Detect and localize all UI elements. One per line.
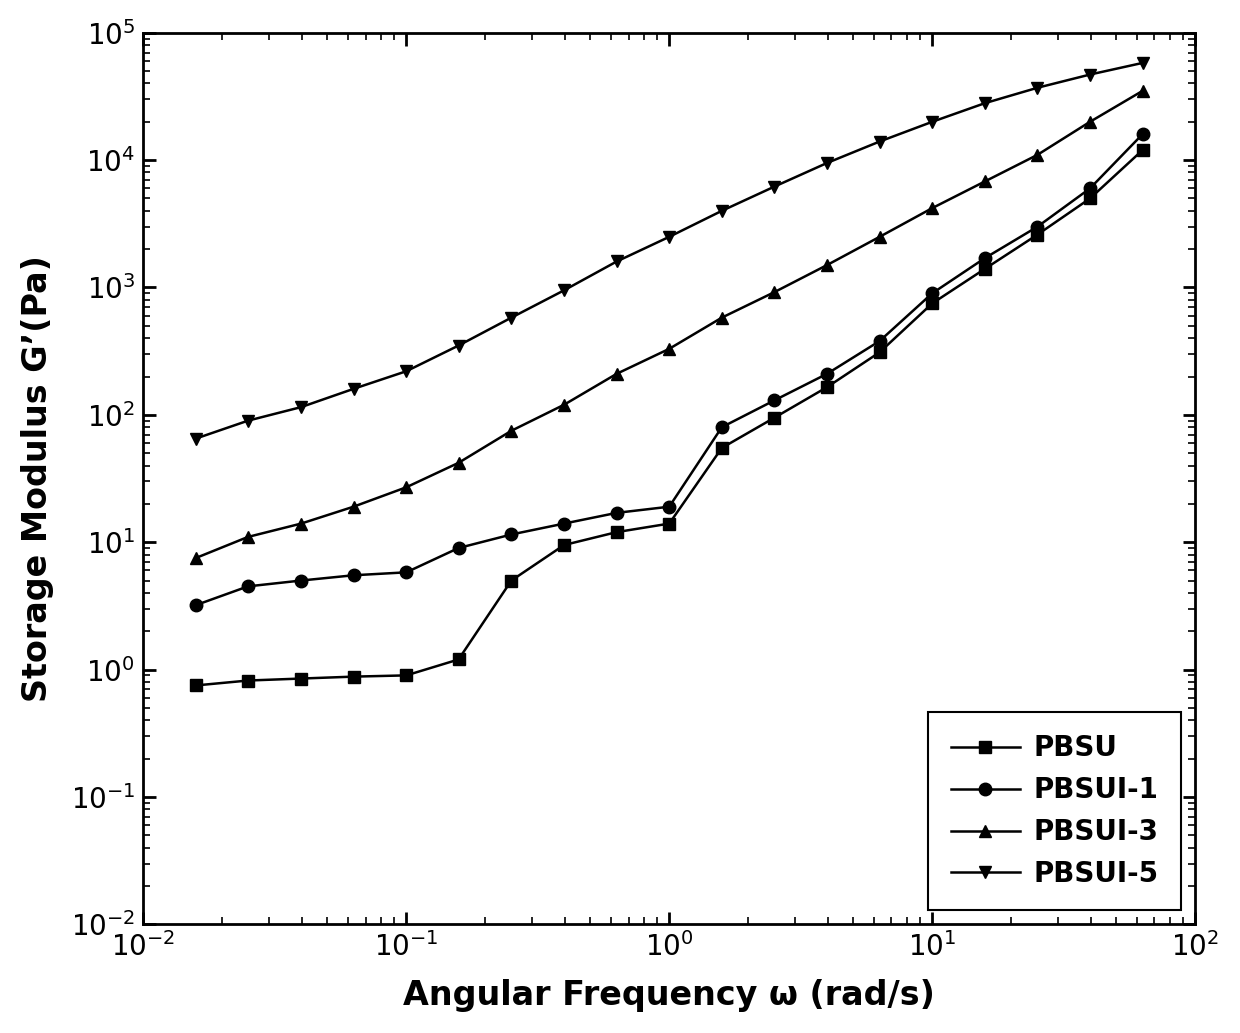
PBSU (1030, 228, 1045, 241)
X-axis label: Angular Frequency ω (rad/s): Angular Frequency ω (rad/s) (403, 979, 935, 1012)
PBSUI-5 (925, 116, 940, 128)
PBSUI-3 (557, 399, 572, 411)
PBSUI-5 (188, 433, 203, 445)
PBSUI-5 (1135, 57, 1149, 69)
PBSU (1083, 192, 1097, 205)
PBSUI-5 (1030, 82, 1045, 94)
PBSUI-3 (609, 368, 624, 380)
PBSUI-5 (451, 340, 466, 352)
Legend: PBSU, PBSUI-1, PBSUI-3, PBSUI-5: PBSU, PBSUI-1, PBSUI-3, PBSUI-5 (929, 713, 1182, 910)
PBSUI-1 (557, 518, 572, 530)
PBSUI-1 (188, 599, 203, 612)
PBSUI-5 (399, 365, 414, 377)
PBSUI-5 (977, 97, 992, 109)
PBSUI-5 (241, 414, 255, 427)
Line: PBSU: PBSU (190, 144, 1148, 692)
PBSUI-1 (1030, 220, 1045, 232)
PBSU (977, 262, 992, 275)
PBSUI-3 (1083, 116, 1097, 128)
PBSU (399, 669, 414, 682)
PBSUI-5 (820, 157, 835, 169)
PBSU (662, 518, 677, 530)
PBSU (346, 670, 361, 683)
PBSU (714, 442, 729, 455)
PBSUI-1 (451, 542, 466, 555)
PBSUI-5 (503, 311, 518, 323)
PBSUI-1 (609, 506, 624, 519)
PBSU (925, 298, 940, 310)
PBSU (294, 672, 309, 685)
PBSU (820, 381, 835, 394)
PBSUI-3 (399, 481, 414, 494)
PBSUI-1 (820, 368, 835, 380)
PBSUI-5 (557, 284, 572, 296)
PBSUI-3 (1030, 149, 1045, 161)
PBSUI-3 (503, 425, 518, 437)
PBSUI-1 (872, 335, 887, 347)
PBSUI-3 (1135, 85, 1149, 97)
PBSU (557, 539, 572, 552)
PBSUI-3 (188, 552, 203, 564)
PBSUI-1 (1083, 182, 1097, 194)
PBSU (609, 526, 624, 538)
PBSUI-1 (503, 528, 518, 540)
Line: PBSUI-1: PBSUI-1 (190, 128, 1148, 612)
PBSUI-5 (768, 181, 782, 193)
PBSUI-1 (1135, 128, 1149, 140)
PBSU (872, 346, 887, 358)
Y-axis label: Storage Modulus G’(Pa): Storage Modulus G’(Pa) (21, 255, 53, 702)
PBSU (451, 653, 466, 665)
PBSUI-3 (346, 501, 361, 513)
PBSUI-5 (1083, 68, 1097, 81)
PBSUI-3 (820, 259, 835, 272)
PBSU (1135, 144, 1149, 156)
PBSUI-1 (294, 574, 309, 587)
PBSUI-1 (241, 581, 255, 593)
PBSUI-1 (662, 501, 677, 513)
PBSU (503, 574, 518, 587)
PBSUI-3 (977, 176, 992, 188)
PBSUI-3 (768, 286, 782, 299)
PBSUI-5 (714, 205, 729, 217)
PBSUI-1 (714, 421, 729, 434)
PBSUI-1 (977, 252, 992, 264)
PBSUI-3 (925, 201, 940, 214)
PBSUI-5 (346, 382, 361, 395)
Line: PBSUI-5: PBSUI-5 (190, 57, 1148, 445)
PBSUI-1 (346, 569, 361, 582)
PBSU (768, 411, 782, 424)
PBSUI-3 (872, 230, 887, 243)
PBSUI-1 (768, 395, 782, 407)
PBSUI-1 (399, 566, 414, 578)
PBSU (241, 675, 255, 687)
PBSUI-3 (662, 343, 677, 355)
PBSUI-5 (662, 230, 677, 243)
PBSUI-5 (872, 135, 887, 148)
PBSUI-5 (609, 255, 624, 268)
Line: PBSUI-3: PBSUI-3 (190, 85, 1148, 564)
PBSUI-3 (451, 457, 466, 469)
PBSUI-3 (294, 518, 309, 530)
PBSUI-5 (294, 401, 309, 413)
PBSUI-1 (925, 287, 940, 300)
PBSUI-3 (714, 311, 729, 323)
PBSU (188, 680, 203, 692)
PBSUI-3 (241, 531, 255, 543)
